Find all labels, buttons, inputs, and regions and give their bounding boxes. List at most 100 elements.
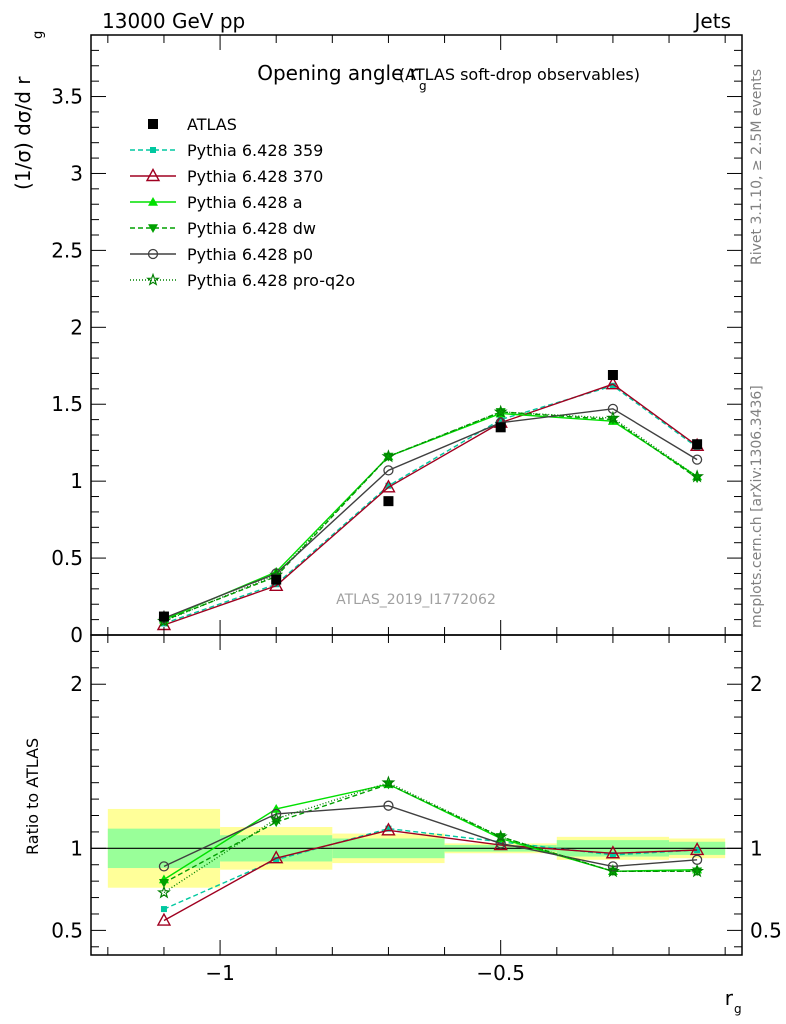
marker-circle [383,800,394,811]
marker-square [160,906,167,913]
marker-square [609,851,616,858]
chart-title: Opening angle r g (ATLAS soft-drop obser… [257,61,640,93]
header-process-label: Jets [693,9,731,33]
series-3 [158,408,703,888]
ratio-y-tick-label-right: 1 [750,836,763,860]
atlas-data [158,370,703,623]
legend-entry-0: ATLAS [148,115,237,134]
marker-square [692,439,703,450]
marker-square [609,382,616,389]
data-marker [605,845,621,859]
series-1 [156,376,705,926]
data-marker [273,856,280,863]
data-marker [269,577,284,591]
data-marker [385,482,392,489]
marker-square [694,846,701,853]
series-5 [157,404,704,899]
analysis-tag: ATLAS_2019_I1772062 [336,592,496,608]
marker-star [157,885,171,899]
data-marker [271,574,282,585]
legend-entry-6: Pythia 6.428 pro-q2o [130,271,355,290]
ratio-y-tick-label-right: 0.5 [750,918,782,942]
marker-triangle [605,376,621,390]
marker-square [158,611,169,622]
y-tick-label: 0 [70,623,83,647]
x-tick-label: −0.5 [476,961,525,985]
marker-star [606,863,620,878]
marker-circle [691,454,703,465]
legend-label: ATLAS [187,115,237,134]
y-axis-label-subscript: g [31,31,46,39]
marker-triangle [269,850,284,864]
marker-square [150,147,156,153]
data-marker [146,272,160,286]
marker-circle [607,861,619,872]
series-line-ratio [163,783,698,881]
ratio-y-tick-label: 0.5 [51,918,83,942]
series-line-ratio [163,804,698,868]
marker-triangle [689,842,705,856]
x-axis-label: r g [725,986,742,1016]
data-marker [691,454,703,465]
data-marker [497,416,504,423]
marker-square [273,856,280,863]
axis-ticks: 0 0.5 1 1.5 2 2.5 3 3.5 0.5 0.5 1 1 2 2 −1 −0.5 [51,34,782,985]
marker-triangle-down [148,224,158,233]
data-marker [148,224,158,233]
data-marker [383,465,394,476]
legend-entry-1: Pythia 6.428 359 [130,141,323,160]
series-line-ratio [163,781,698,894]
y-tick-label: 3 [70,161,83,185]
marker-square [385,825,392,832]
x-tick-label: −1 [205,961,234,985]
marker-circle [271,808,282,820]
legend-entry-3: Pythia 6.428 a [130,193,303,212]
marker-star [606,410,620,424]
data-marker [609,382,616,389]
series-line-main [163,412,698,621]
data-marker [690,863,704,878]
chart-title-subscript: g [419,79,427,93]
marker-square [383,496,394,507]
marker-square [495,422,506,433]
series-2 [158,408,703,884]
data-marker [690,469,704,483]
y-tick-label: 1 [70,469,83,493]
data-marker [158,611,169,622]
series-line-main [163,408,698,619]
marker-square [607,370,618,380]
marker-circle [147,248,159,260]
legend: ATLAS Pythia 6.428 359 Pythia 6.428 370 Pyt… [130,115,355,290]
data-marker [147,248,159,260]
data-marker [158,879,169,888]
data-marker [150,147,156,153]
data-marker [381,822,396,836]
data-marker [148,119,158,129]
data-marker [383,496,394,507]
data-marker [609,851,616,858]
x-axis-label-main: r [725,986,734,1010]
marker-star [493,404,508,418]
data-marker [145,168,161,182]
plot-frames [90,34,743,956]
marker-star [146,272,160,286]
marker-triangle [156,912,172,926]
data-marker [157,885,171,899]
series-line-ratio [163,783,698,884]
data-marker [606,863,620,878]
y-axis-label: (1/σ) dσ/d r g [11,31,46,190]
legend-label: Pythia 6.428 a [187,193,303,212]
marker-square [148,119,158,129]
marker-triangle [381,479,396,493]
marker-circle [158,861,170,872]
series-line-main [163,411,698,622]
data-marker [383,800,394,811]
data-marker [694,846,701,853]
marker-triangle [381,822,396,836]
data-marker [606,410,620,424]
legend-label: Pythia 6.428 pro-q2o [187,271,355,290]
marker-triangle [269,577,284,591]
marker-circle [383,465,394,476]
data-marker [493,829,508,843]
